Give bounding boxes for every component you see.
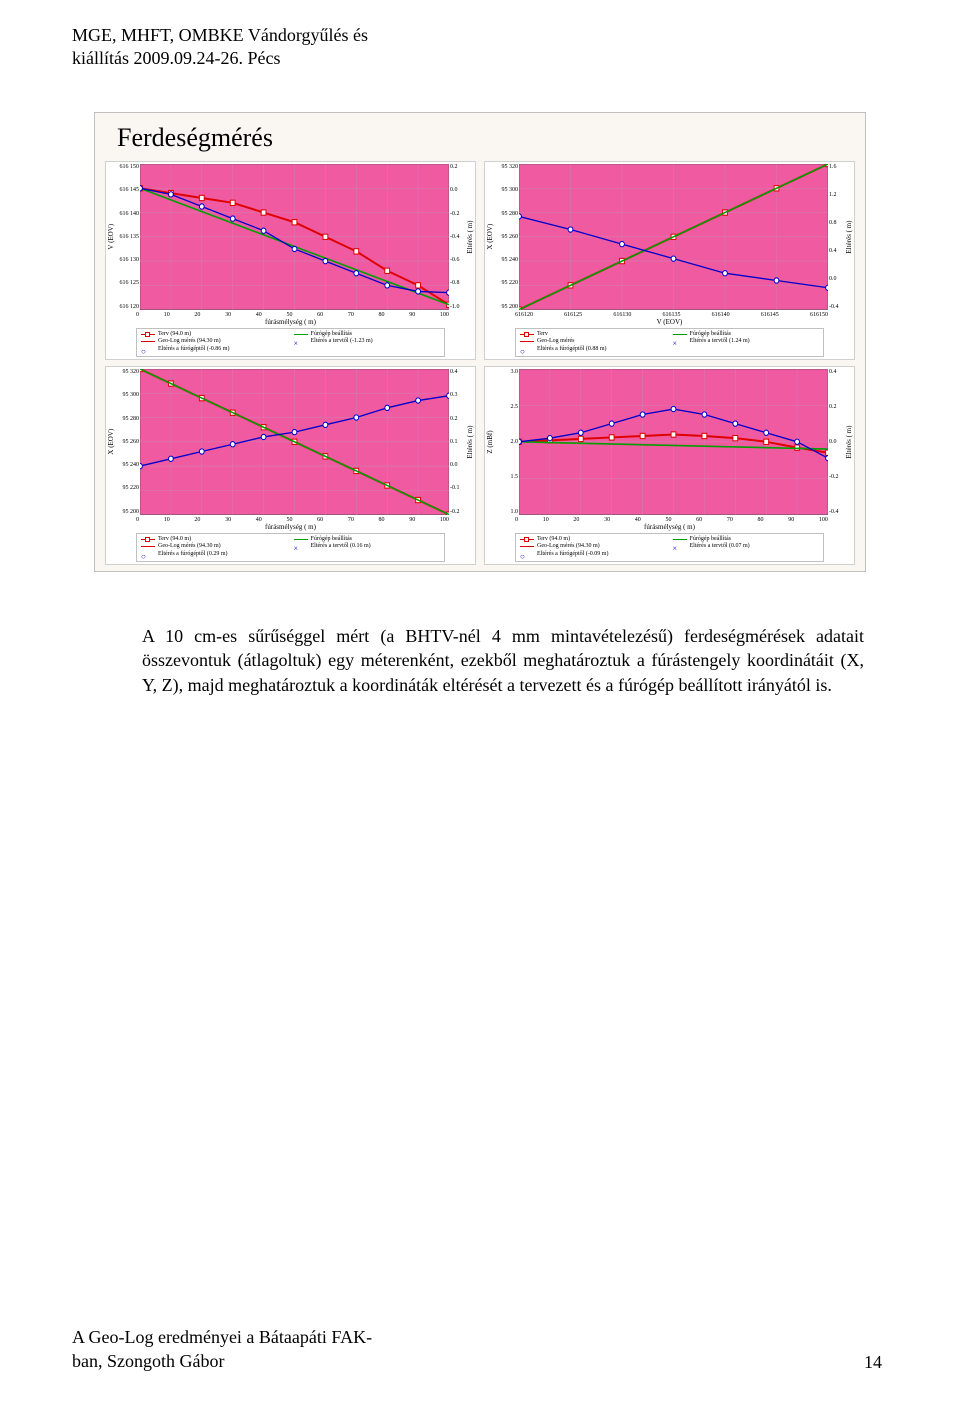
- header-line2: kiállítás 2009.09.24-26. Pécs: [72, 47, 368, 70]
- y-ticks-right: 0.20.0-0.2-0.4-0.6-0.8-1.0: [449, 162, 465, 312]
- x-axis-label: fúrásmélység ( m): [485, 523, 854, 531]
- legend-label: Terv: [537, 331, 548, 339]
- y-ticks-left: 95 32095 30095 28095 26095 24095 22095 2…: [495, 162, 519, 312]
- legend-item: ×Eltérés a tervtől (-1.23 m): [294, 338, 441, 346]
- legend-item: ○Eltérés a fúrógéptől (-0.09 m): [520, 551, 667, 559]
- header-line1: MGE, MHFT, OMBKE Vándorgyűlés és: [72, 24, 368, 47]
- plot-area: [140, 164, 449, 310]
- y-ticks-left: 616 150616 145616 140616 135616 130616 1…: [116, 162, 140, 312]
- y-ticks-left: 3.02.52.01.51.0: [495, 367, 519, 517]
- y-axis-label-left: X (EOV): [106, 367, 116, 517]
- chart-panel: X (EOV)95 32095 30095 28095 26095 24095 …: [484, 161, 855, 360]
- legend: TervFúrógép beállításGeo-Log mérés×Eltér…: [515, 328, 824, 357]
- legend-item: ×Eltérés a tervtől (0.16 m): [294, 543, 441, 551]
- plot-area: [140, 369, 449, 515]
- legend-label: Eltérés a fúrógéptől (0.29 m): [158, 551, 227, 559]
- y-axis-label-right: Eltérés ( m): [465, 162, 475, 312]
- x-axis-label: V (EOV): [485, 318, 854, 326]
- y-ticks-right: 0.40.20.0-0.2-0.4: [828, 367, 844, 517]
- chart-panel: X (EOV)95 32095 30095 28095 26095 24095 …: [105, 366, 476, 565]
- legend-item: ○Eltérés a fúrógéptől (0.88 m): [520, 346, 667, 354]
- x-axis-label: fúrásmélység ( m): [106, 523, 475, 531]
- y-ticks-left: 95 32095 30095 28095 26095 24095 22095 2…: [116, 367, 140, 517]
- chart-panel: V (EOV)616 150616 145616 140616 135616 1…: [105, 161, 476, 360]
- y-axis-label-left: Z (mBf): [485, 367, 495, 517]
- figure-title: Ferdeségmérés: [117, 123, 855, 153]
- legend: Terv (94.0 m)Fúrógép beállításGeo-Log mé…: [515, 533, 824, 562]
- chart-panel: Z (mBf)3.02.52.01.51.00.40.20.0-0.2-0.4E…: [484, 366, 855, 565]
- legend-item: Terv: [520, 331, 667, 339]
- y-axis-label-left: V (EOV): [106, 162, 116, 312]
- legend: Terv (94.0 m)Fúrógép beállításGeo-Log mé…: [136, 533, 445, 562]
- y-axis-label-right: Eltérés ( m): [465, 367, 475, 517]
- y-ticks-right: 0.40.30.20.10.0-0.1-0.2: [449, 367, 465, 517]
- legend-label: Eltérés a fúrógéptől (-0.09 m): [537, 551, 608, 559]
- chart-grid: V (EOV)616 150616 145616 140616 135616 1…: [105, 161, 855, 565]
- legend-item: ○Eltérés a fúrógéptől (-0.86 m): [141, 346, 288, 354]
- legend-label: Eltérés a tervtől (0.07 m): [690, 543, 750, 551]
- y-axis-label-right: Eltérés ( m): [844, 162, 854, 312]
- page-header: MGE, MHFT, OMBKE Vándorgyűlés és kiállít…: [72, 24, 368, 71]
- footer-line2: ban, Szongoth Gábor: [72, 1350, 372, 1373]
- legend-label: Eltérés a tervtől (-1.23 m): [311, 338, 373, 346]
- plot-area: [519, 369, 828, 515]
- x-axis-label: fúrásmélység ( m): [106, 318, 475, 326]
- plot-area: [519, 164, 828, 310]
- legend-item: ○Eltérés a fúrógéptől (0.29 m): [141, 551, 288, 559]
- legend-item: ×Eltérés a tervtől (0.07 m): [673, 543, 820, 551]
- body-paragraph: A 10 cm-es sűrűséggel mért (a BHTV-nél 4…: [142, 624, 864, 697]
- legend-label: Eltérés a tervtől (1.24 m): [690, 338, 750, 346]
- y-axis-label-left: X (EOV): [485, 162, 495, 312]
- legend-label: Eltérés a tervtől (0.16 m): [311, 543, 371, 551]
- legend: Terv (94.0 m)Fúrógép beállításGeo-Log mé…: [136, 328, 445, 357]
- y-axis-label-right: Eltérés ( m): [844, 367, 854, 517]
- footer-line1: A Geo-Log eredményei a Bátaapáti FAK-: [72, 1326, 372, 1349]
- legend-label: Eltérés a fúrógéptől (0.88 m): [537, 346, 606, 354]
- legend-label: Eltérés a fúrógéptől (-0.86 m): [158, 346, 229, 354]
- legend-item: ×Eltérés a tervtől (1.24 m): [673, 338, 820, 346]
- page-number: 14: [864, 1352, 882, 1373]
- figure-container: Ferdeségmérés V (EOV)616 150616 145616 1…: [94, 112, 866, 572]
- footer-left: A Geo-Log eredményei a Bátaapáti FAK- ba…: [72, 1326, 372, 1373]
- y-ticks-right: 1.61.20.80.40.0-0.4: [828, 162, 844, 312]
